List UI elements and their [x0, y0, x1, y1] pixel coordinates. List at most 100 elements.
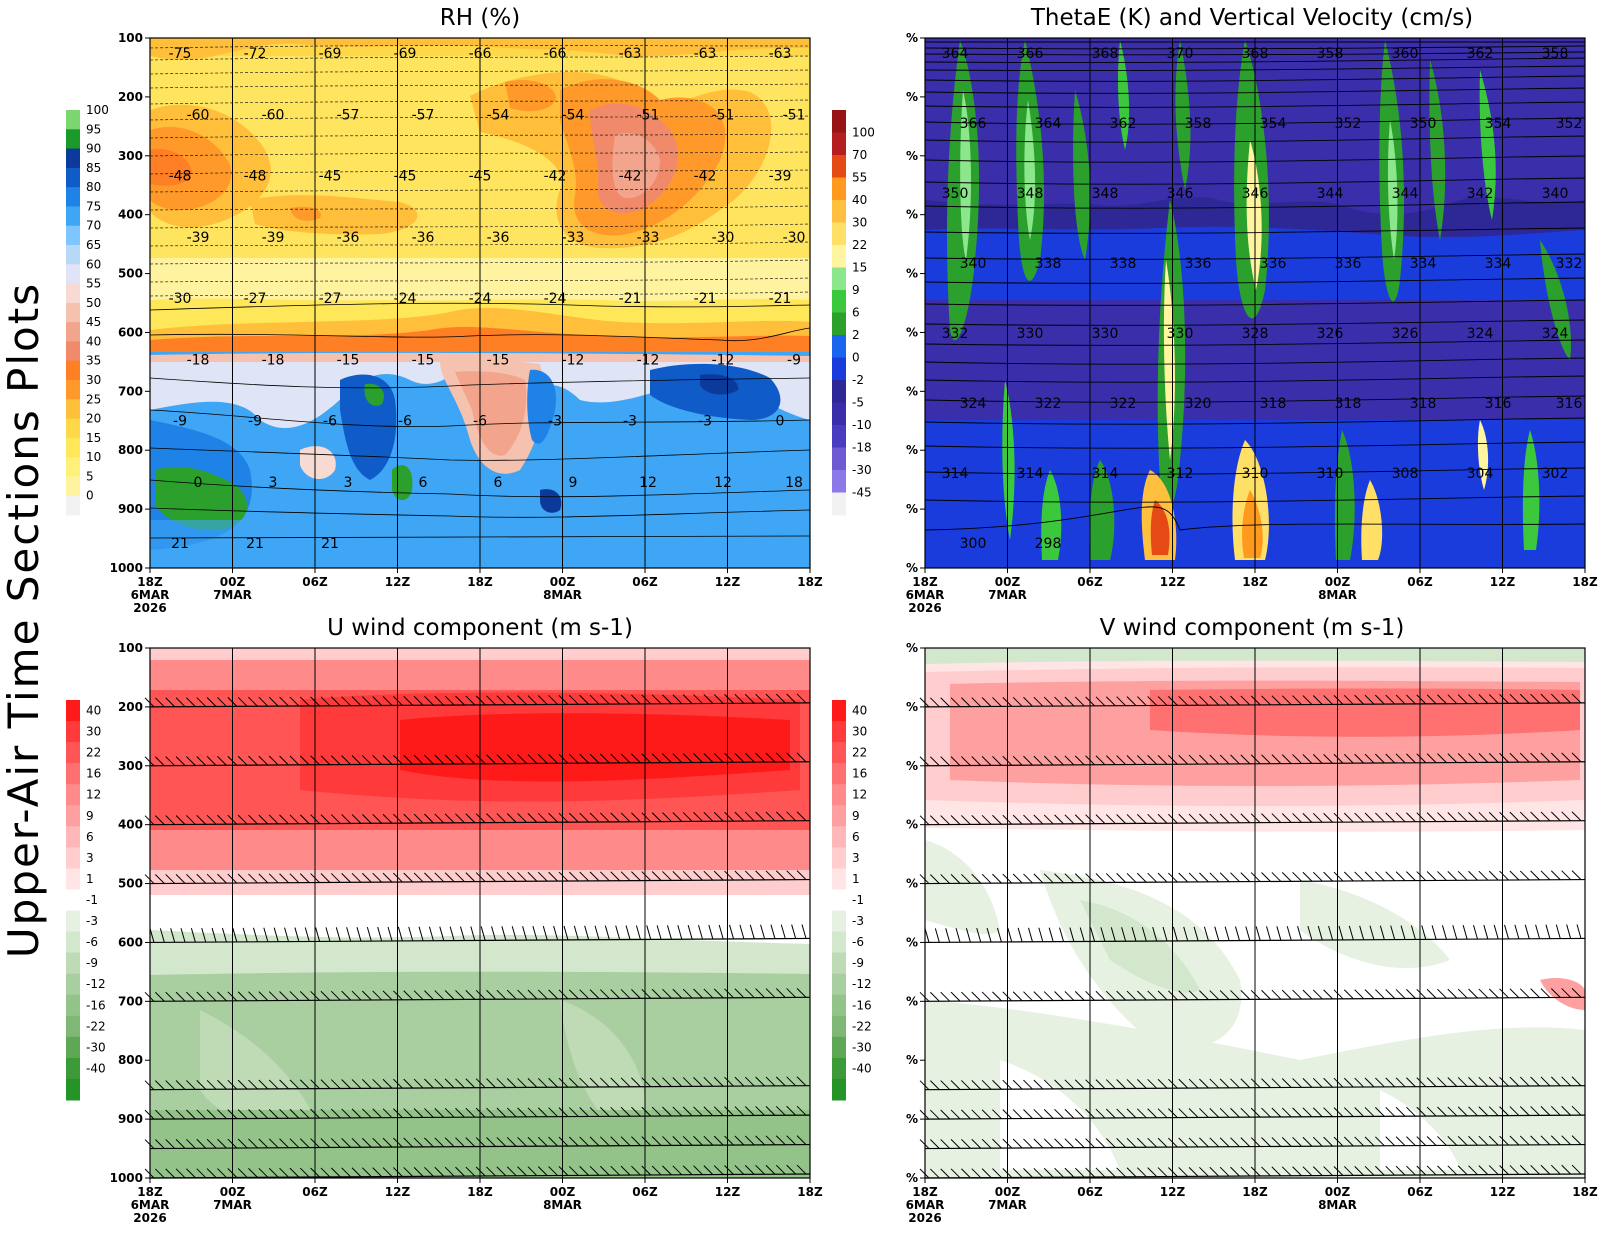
wind-barb [1136, 872, 1147, 883]
wind-barb [1043, 873, 1054, 884]
wind-barb [175, 1139, 186, 1149]
colorbar-label: 45 [86, 315, 101, 329]
wind-barb [1488, 694, 1499, 704]
wind-barb [237, 1079, 248, 1090]
wind-barb-shaft [924, 937, 1586, 944]
contour-label: -42 [694, 169, 717, 185]
wind-barb [1447, 753, 1458, 763]
wind-barb [393, 754, 403, 765]
wind-barb [1230, 1137, 1240, 1148]
wind-barb [1054, 1167, 1064, 1178]
wind-barb [1395, 812, 1406, 823]
wind-barb [1323, 1166, 1333, 1176]
wind-barb-shaft [924, 1085, 1586, 1091]
contour-label: -72 [244, 46, 267, 62]
wind-barb [1209, 990, 1220, 1000]
wind-barb [1281, 754, 1292, 764]
wind-barb [1488, 1076, 1499, 1087]
wind-barb [1302, 871, 1313, 882]
wind-barb [341, 696, 351, 707]
wind-barb [1488, 870, 1499, 881]
colorbar-swatch [832, 132, 846, 156]
wind-barb [455, 872, 465, 883]
contour-label: 314 [942, 466, 969, 482]
wind-barb [393, 990, 403, 1001]
wind-barb [1054, 1079, 1064, 1090]
wind-barb [444, 695, 455, 706]
wind-barb [1499, 1076, 1509, 1087]
wind-barb [703, 988, 714, 999]
colorbar-swatch [832, 357, 846, 381]
wind-barb [341, 814, 351, 824]
colorbar-swatch [66, 868, 80, 890]
wind-barb-shaft [149, 878, 811, 885]
wind-barb [1385, 1077, 1396, 1088]
wind-barb [1023, 814, 1033, 825]
contour-label: -30 [783, 230, 806, 246]
wind-barb [382, 1078, 393, 1089]
wind-barb [775, 1135, 786, 1146]
wind-barb [1116, 990, 1126, 1001]
wind-barb [1416, 871, 1427, 881]
wind-barb [1105, 814, 1116, 824]
wind-barb [1002, 697, 1013, 707]
wind-barb [372, 1137, 383, 1148]
contour-label: 310 [1242, 466, 1269, 482]
colorbar-label: 2 [852, 328, 860, 342]
colorbar-label: 9 [852, 809, 860, 823]
wind-barb [1473, 924, 1478, 940]
wind-barb [237, 873, 248, 884]
wind-barb [310, 873, 320, 883]
wind-barb [1281, 872, 1292, 882]
wind-barb [734, 1106, 745, 1116]
wind-barb [1126, 1108, 1137, 1119]
wind-barb [506, 1078, 517, 1088]
colorbar-swatch [66, 187, 80, 207]
colorbar-swatch [66, 167, 80, 188]
wind-barb [1395, 1077, 1406, 1088]
wind-barb [1550, 870, 1561, 881]
y-tick-label: 200 [118, 700, 143, 714]
wind-barb [299, 1108, 310, 1119]
contour-label: -12 [637, 352, 660, 368]
contour-label: 330 [1017, 326, 1044, 342]
wind-barb [268, 696, 279, 707]
wind-barb [279, 1167, 289, 1178]
contour-label: -51 [637, 107, 660, 123]
wind-barb [372, 872, 383, 883]
wind-barb [1141, 926, 1147, 942]
wind-barb [1447, 1077, 1458, 1087]
wind-barb [610, 1165, 621, 1176]
wind-barb [1302, 1107, 1313, 1118]
wind-barb [1333, 695, 1344, 705]
colorbar-label: 3 [852, 851, 860, 865]
wind-barb [294, 927, 300, 942]
colorbar-swatch [832, 312, 846, 336]
wind-barb [713, 752, 724, 763]
wind-barb [527, 1166, 538, 1177]
colorbar-label: 1 [86, 872, 94, 886]
wind-barb [579, 1136, 590, 1147]
contour-label: -42 [544, 169, 567, 185]
wind-barb [693, 812, 703, 822]
wind-barb [289, 1108, 300, 1119]
contour-label: 340 [960, 256, 987, 272]
colorbar-label: 6 [852, 830, 860, 844]
colorbar-label: 0 [86, 489, 94, 503]
thetae-y-axis: %%%%%%%%%% [906, 31, 925, 575]
wind-barb [548, 989, 558, 1000]
wind-barb [1043, 1109, 1054, 1119]
wind-barb [929, 991, 940, 1002]
wind-barb [693, 870, 703, 881]
wind-barb [1105, 1167, 1116, 1178]
contour-label: 354 [1485, 116, 1512, 132]
x-date-label: 6MAR [131, 1198, 170, 1212]
wind-barb [682, 870, 693, 881]
wind-barb [1116, 1108, 1126, 1119]
wind-barb [221, 927, 227, 943]
wind-barb [682, 988, 693, 999]
contour-label: -60 [187, 107, 210, 123]
colorbar-swatch [832, 222, 846, 246]
wind-barb [330, 755, 341, 766]
wind-barb [641, 988, 652, 999]
